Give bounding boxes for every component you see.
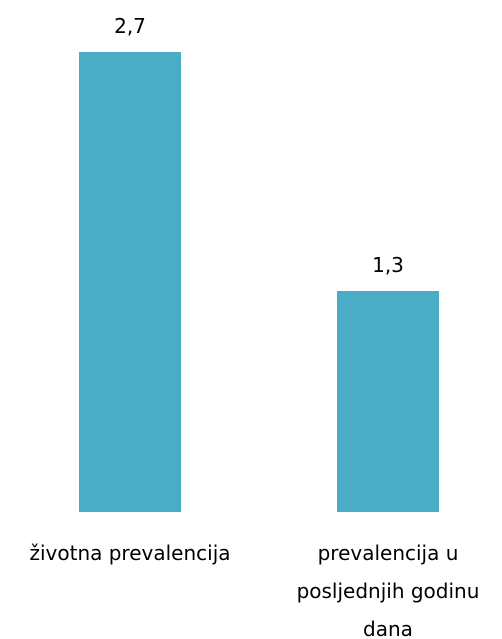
data-label: 1,3	[372, 252, 404, 277]
x-tick-label: prevalencija u posljednjih godinu dana	[296, 541, 480, 639]
x-tick-label: životna prevalencija	[29, 541, 231, 565]
data-label: 2,7	[114, 14, 146, 38]
bar	[79, 52, 181, 512]
bar	[337, 290, 439, 512]
